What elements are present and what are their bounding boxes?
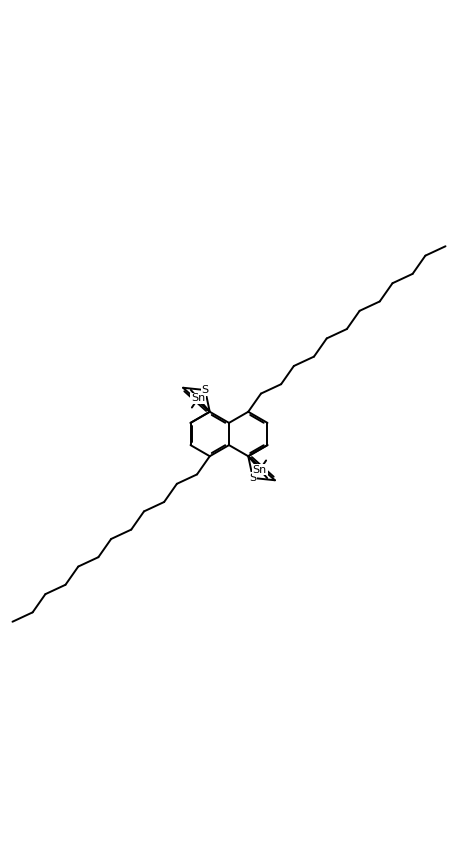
Text: Sn: Sn	[253, 464, 267, 475]
Text: Sn: Sn	[191, 393, 205, 404]
Text: S: S	[202, 385, 209, 395]
Text: S: S	[249, 473, 256, 483]
